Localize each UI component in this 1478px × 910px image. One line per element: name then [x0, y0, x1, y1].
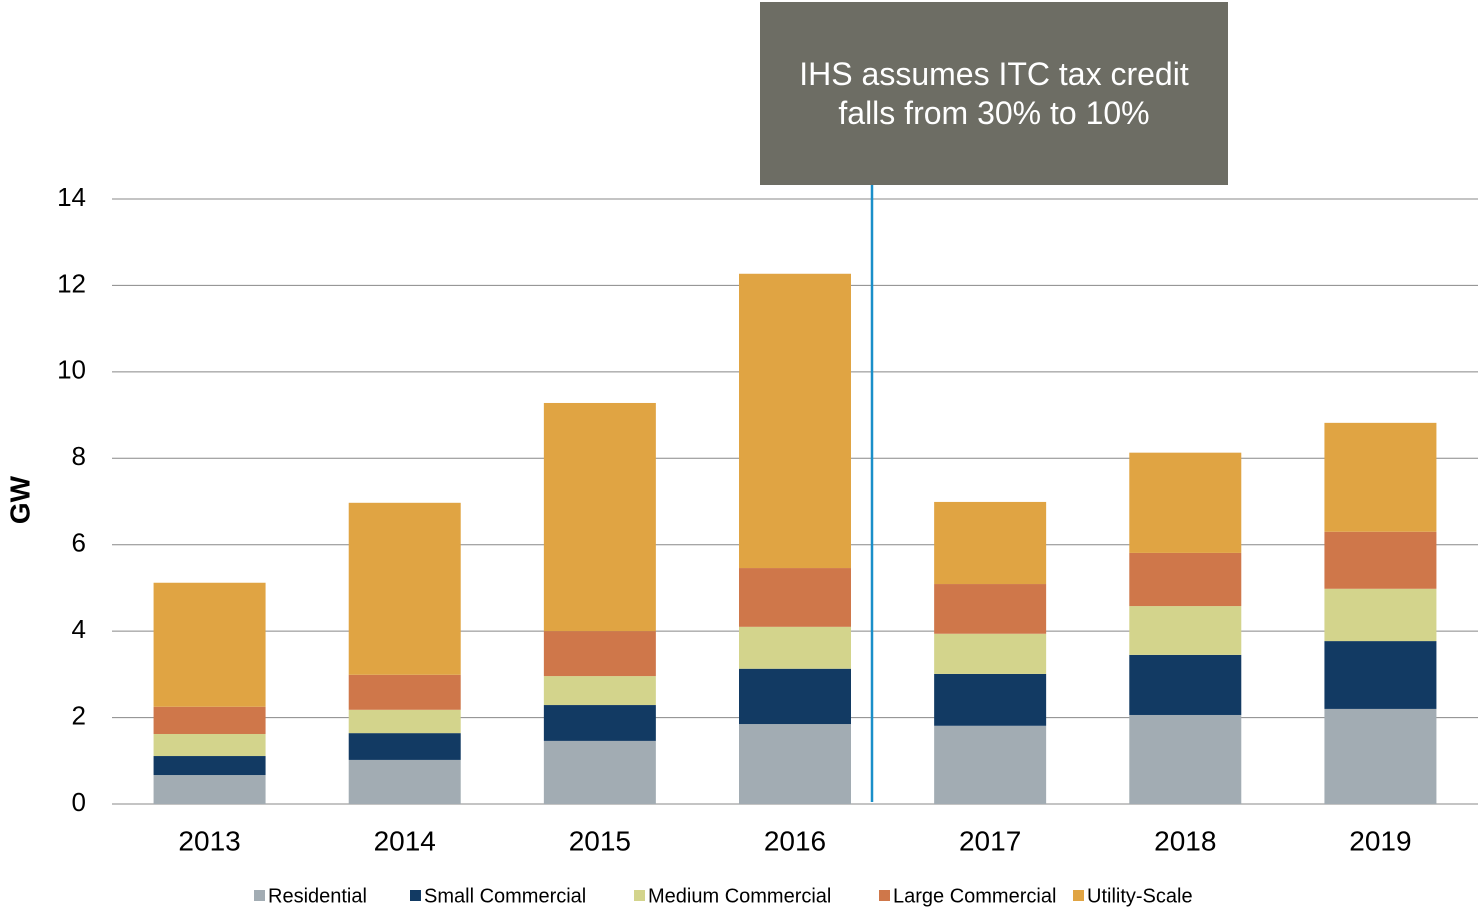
bar-segment [543, 740, 656, 804]
bar-segment [153, 775, 266, 804]
legend-swatch [879, 890, 890, 901]
bar-segment [1324, 641, 1437, 709]
y-tick-label: 14 [57, 182, 86, 212]
bar-segment [739, 724, 851, 804]
bar-segment [543, 402, 656, 632]
x-tick-label: 2019 [1349, 825, 1411, 856]
legend-label: Large Commercial [893, 885, 1056, 907]
bar-segment [543, 631, 656, 677]
bar-segment [934, 584, 1047, 634]
bar-segment [543, 676, 656, 706]
bar-segment [1324, 588, 1437, 642]
legend-swatch [634, 890, 645, 901]
annotation: IHS assumes ITC tax credit falls from 30… [799, 55, 1189, 131]
bar-segment [153, 706, 266, 734]
bar-segment [348, 674, 461, 710]
bar-segment [348, 502, 461, 675]
legend-label: Residential [268, 885, 367, 907]
bar-segment [739, 568, 851, 627]
y-axis-label: GW [4, 475, 35, 524]
x-tick-label: 2015 [569, 825, 631, 856]
annotation-box: IHS assumes ITC tax credit falls from 30… [760, 2, 1228, 185]
bar-segment [934, 673, 1047, 726]
y-tick-label: 6 [72, 528, 86, 558]
legend-swatch [254, 890, 265, 901]
y-tick-label: 8 [72, 441, 86, 471]
bar-segment [934, 633, 1047, 674]
bar-segment [934, 501, 1047, 585]
x-tick-label: 2016 [764, 825, 826, 856]
bar-segment [1129, 654, 1242, 715]
legend-swatch [1073, 890, 1084, 901]
bar-segment [153, 756, 266, 776]
bar-segment [1129, 606, 1242, 655]
bar-segment [348, 733, 461, 760]
y-tick-label: 4 [72, 614, 86, 644]
bar-segment [1324, 708, 1437, 804]
legend-label: Medium Commercial [648, 885, 831, 907]
y-tick-label: 10 [57, 355, 86, 385]
bar-segment [543, 705, 656, 741]
bar-segment [739, 273, 851, 569]
bar-segment [1324, 531, 1437, 589]
bar-segment [934, 725, 1047, 804]
bar-segment [348, 709, 461, 734]
bar-segment [348, 759, 461, 804]
bar-segment [1129, 452, 1242, 553]
x-tick-label: 2013 [178, 825, 240, 856]
bar-segment [1129, 714, 1242, 804]
legend-label: Small Commercial [424, 885, 586, 907]
x-tick-label: 2017 [959, 825, 1021, 856]
y-tick-label: 2 [72, 700, 86, 730]
bar-segment [153, 582, 266, 707]
y-tick-label: 12 [57, 268, 86, 298]
bar-segment [153, 733, 266, 757]
bar-segment [1324, 422, 1437, 532]
bar-segment [739, 668, 851, 725]
x-tick-label: 2014 [374, 825, 436, 856]
legend-swatch [410, 890, 421, 901]
y-tick-label: 0 [72, 787, 86, 817]
x-tick-label: 2018 [1154, 825, 1216, 856]
legend-label: Utility-Scale [1087, 885, 1193, 907]
bar-segment [739, 626, 851, 669]
bar-segment [1129, 552, 1242, 607]
